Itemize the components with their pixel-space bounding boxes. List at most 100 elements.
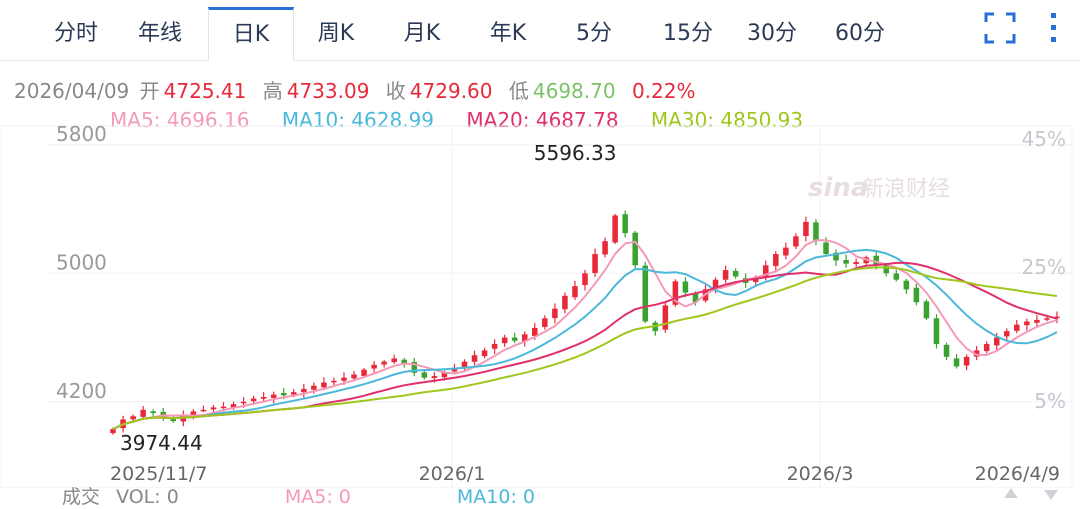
candle-body bbox=[491, 343, 498, 349]
candle-body bbox=[672, 281, 679, 305]
tab-3[interactable]: 周K bbox=[317, 21, 355, 46]
candle-body bbox=[612, 215, 618, 243]
candle-body bbox=[953, 358, 960, 367]
candle-body bbox=[552, 308, 558, 319]
candle-body bbox=[722, 270, 729, 280]
tab-5[interactable]: 年K bbox=[489, 21, 527, 46]
sina-logo-watermark: sina bbox=[808, 173, 868, 203]
period-tab-bar: 分时 年线 日K 周K 月K 年K 5分 15分 30分 60分 bbox=[0, 0, 1080, 61]
volume-info-row: 成交 VOL: 0 MA5: 0 MA10: 0 bbox=[62, 482, 535, 509]
ma30-line bbox=[112, 266, 1058, 431]
scroll-up-arrow-icon[interactable] bbox=[1004, 488, 1018, 498]
candle-body bbox=[1054, 316, 1060, 319]
scroll-down-arrow-icon[interactable] bbox=[1044, 490, 1058, 500]
candle-body bbox=[813, 222, 819, 242]
candle-body bbox=[441, 372, 448, 378]
candle-body bbox=[130, 416, 136, 420]
candle-body bbox=[1024, 321, 1030, 326]
y-tick-label: 4200 bbox=[56, 379, 107, 403]
volume-label: 成交 bbox=[62, 486, 101, 508]
candle-body bbox=[341, 377, 347, 381]
candle-body bbox=[973, 350, 980, 357]
tab-4[interactable]: 月K bbox=[403, 21, 441, 46]
tab-8[interactable]: 30分 bbox=[747, 21, 797, 46]
candle-body bbox=[240, 401, 247, 404]
candle-body bbox=[220, 406, 227, 409]
candle-body bbox=[331, 380, 337, 383]
low-value: 4698.70 bbox=[532, 79, 616, 103]
candle-body bbox=[943, 344, 950, 357]
candle-body bbox=[150, 411, 156, 414]
candle-body bbox=[873, 255, 879, 266]
candle-body bbox=[1044, 318, 1050, 320]
candle-body bbox=[833, 252, 839, 261]
candle-body bbox=[521, 334, 528, 342]
candle-body bbox=[562, 295, 568, 310]
open-value: 4725.41 bbox=[163, 79, 247, 103]
candle-body bbox=[371, 364, 377, 369]
candle-body bbox=[752, 278, 759, 282]
candle-body bbox=[732, 270, 739, 277]
candle-body bbox=[592, 254, 598, 273]
candle-body bbox=[250, 398, 257, 402]
candle-body bbox=[682, 281, 689, 293]
x-tick-label: 2026/1 bbox=[419, 463, 486, 485]
candle-body bbox=[210, 407, 217, 410]
candle-body bbox=[823, 242, 829, 255]
candle-body bbox=[200, 409, 207, 412]
tab-1[interactable]: 年线 bbox=[137, 21, 182, 46]
vol-ma10: MA10: 0 bbox=[456, 486, 536, 508]
candle-body bbox=[572, 286, 578, 298]
candle-body bbox=[893, 273, 900, 280]
candle-body bbox=[692, 293, 699, 303]
tab-0[interactable]: 分时 bbox=[53, 21, 98, 46]
fullscreen-icon[interactable] bbox=[982, 10, 1018, 46]
tab-2[interactable]: 日K bbox=[208, 7, 294, 61]
candle-body bbox=[270, 394, 277, 398]
vol-value: VOL: 0 bbox=[116, 486, 179, 508]
more-vertical-icon[interactable] bbox=[1036, 10, 1072, 46]
candle-body bbox=[230, 404, 237, 408]
candle-body bbox=[983, 343, 990, 352]
ma5-legend: MA5: 4696.16 bbox=[110, 108, 250, 132]
candle-body bbox=[321, 382, 327, 388]
max-price-label: 5596.33 bbox=[534, 141, 617, 165]
candle-body bbox=[843, 259, 849, 264]
tab-6[interactable]: 5分 bbox=[576, 21, 612, 46]
vol-ma5: MA5: 0 bbox=[284, 486, 351, 508]
candle-body bbox=[391, 358, 397, 363]
candle-body bbox=[170, 417, 177, 422]
candle-body bbox=[933, 318, 940, 344]
ma-legend-row: MA5: 4696.16 MA10: 4628.99 MA20: 4687.78… bbox=[110, 108, 829, 132]
tab-9[interactable]: 60分 bbox=[835, 21, 885, 46]
kline-chart[interactable]: 5800 5000 4200 45% 25% 5% 2025/11/7 2026/1 2026/… bbox=[0, 118, 1080, 488]
candle-body bbox=[762, 265, 769, 278]
ma30-legend: MA30: 4850.93 bbox=[650, 108, 804, 132]
candle-body bbox=[451, 368, 458, 372]
candle-body bbox=[783, 247, 789, 256]
close-label: 收 bbox=[385, 79, 406, 103]
candle-body bbox=[280, 392, 287, 396]
candle-body bbox=[301, 388, 307, 393]
candle-body bbox=[1004, 331, 1010, 337]
candle-body bbox=[913, 287, 920, 303]
candle-body bbox=[622, 214, 628, 234]
high-value: 4733.09 bbox=[286, 79, 370, 103]
candle-body bbox=[481, 350, 488, 357]
close-value: 4729.60 bbox=[409, 79, 493, 103]
candle-body bbox=[923, 301, 930, 319]
candle-body bbox=[291, 392, 297, 395]
candle-body bbox=[461, 361, 468, 368]
open-label: 开 bbox=[139, 79, 160, 103]
candle-body bbox=[993, 337, 1000, 346]
right-tick-label: 45% bbox=[1022, 127, 1066, 151]
x-tick-label: 2025/11/7 bbox=[110, 463, 207, 485]
candle-body bbox=[712, 279, 719, 289]
candle-body bbox=[401, 359, 408, 364]
candle-body bbox=[361, 369, 367, 376]
candle-body bbox=[773, 254, 779, 266]
candle-body bbox=[582, 273, 588, 286]
tab-7[interactable]: 15分 bbox=[663, 21, 713, 46]
candle-body bbox=[883, 264, 890, 274]
